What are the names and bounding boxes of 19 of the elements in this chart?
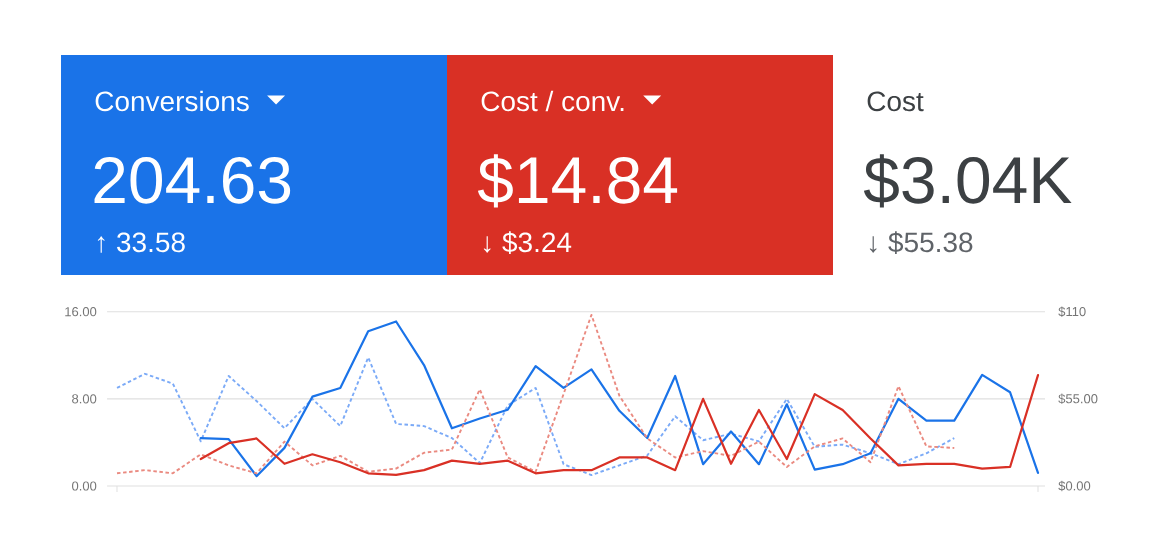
text: Conversions xyxy=(95,90,249,112)
text: Cost / conv. xyxy=(481,90,624,112)
text: ↓ $55.38 xyxy=(869,231,973,254)
y2-tick-label: $0.00 xyxy=(1058,480,1091,492)
y-tick-label: 16.00 xyxy=(65,307,97,317)
text: Cost xyxy=(867,91,924,112)
line-series xyxy=(116,313,956,475)
line-series xyxy=(116,356,956,477)
line-series xyxy=(199,320,1040,478)
text: ↓ $3.24 xyxy=(483,231,572,254)
y2-tick-label: $55.00 xyxy=(1058,393,1098,405)
line-series xyxy=(199,373,1040,476)
text: ↑ 33.58 xyxy=(97,232,185,253)
text: $3.04K xyxy=(863,154,1072,208)
y-tick-label: 8.00 xyxy=(72,394,97,404)
y2-tick-label: $110 xyxy=(1058,306,1086,317)
y-tick-label: 0.00 xyxy=(72,481,97,491)
text: 204.63 xyxy=(94,156,291,204)
text: $14.84 xyxy=(477,154,678,208)
